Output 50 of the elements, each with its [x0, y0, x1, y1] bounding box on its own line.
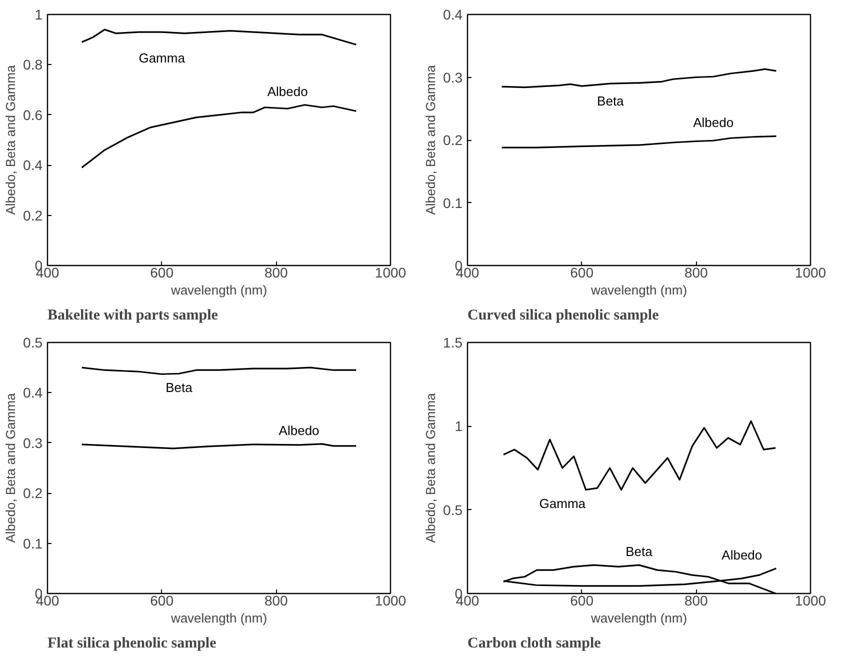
y-axis-title: Albedo, Beta and Gamma [423, 64, 438, 215]
y-axis-title: Albedo, Beta and Gamma [3, 392, 18, 543]
y-tick-label: 0.5 [23, 334, 43, 350]
series-label: Albedo [722, 547, 762, 562]
y-tick-label: 0.3 [23, 434, 43, 451]
x-tick-label: 800 [684, 592, 708, 608]
series-label: Gamma [539, 496, 586, 511]
x-axis-title: wavelength (nm) [170, 282, 268, 298]
y-axis-title: Albedo, Beta and Gamma [423, 392, 438, 543]
y-tick-label: 0.2 [443, 132, 463, 148]
y-tick-label: 0.5 [443, 502, 463, 518]
x-tick-label: 800 [264, 592, 288, 608]
x-tick-label: 1000 [374, 592, 406, 608]
y-tick-label: 0.4 [23, 157, 43, 174]
y-tick-label: 0.3 [443, 69, 463, 86]
series-label: Albedo [278, 422, 320, 438]
y-tick-label: 0.2 [23, 485, 43, 502]
y-tick-label: 0.6 [23, 106, 43, 123]
series-label: Albedo [693, 115, 734, 130]
x-tick-label: 600 [570, 592, 594, 608]
series-label: Beta [597, 93, 625, 108]
y-tick-label: 0.4 [443, 6, 463, 22]
x-tick-label: 600 [570, 264, 594, 280]
x-tick-label: 1000 [794, 592, 826, 608]
y-tick-label: 1 [34, 6, 43, 22]
series-label: Gamma [138, 50, 186, 66]
text: Curved silica phenolic sample [468, 308, 660, 324]
x-tick-label: 800 [264, 264, 288, 280]
text: Flat silica phenolic sample [48, 636, 217, 652]
x-tick-label: 600 [150, 264, 174, 280]
y-tick-label: 0.1 [23, 535, 43, 552]
y-tick-label: 0.1 [443, 194, 463, 211]
y-tick-label: 0.4 [23, 384, 43, 401]
y-tick-label: 0.8 [23, 56, 43, 73]
x-tick-label: 1000 [374, 264, 406, 280]
x-axis-title: wavelength (nm) [590, 282, 688, 298]
y-axis-title: Albedo, Beta and Gamma [3, 64, 18, 215]
y-tick-label: 1 [454, 418, 463, 434]
x-axis-title: wavelength (nm) [590, 610, 688, 626]
text: Bakelite with parts sample [48, 308, 218, 324]
y-tick-label: 0.2 [23, 207, 43, 224]
series-label: Beta [166, 380, 194, 396]
series-label: Albedo [267, 84, 308, 99]
x-tick-label: 800 [684, 264, 708, 280]
x-tick-label: 1000 [794, 264, 826, 280]
x-axis-title: wavelength (nm) [170, 610, 268, 626]
text: Carbon cloth sample [468, 636, 602, 652]
x-tick-label: 600 [150, 592, 174, 608]
y-tick-label: 1.5 [443, 334, 463, 350]
series-label: Beta [626, 544, 654, 560]
